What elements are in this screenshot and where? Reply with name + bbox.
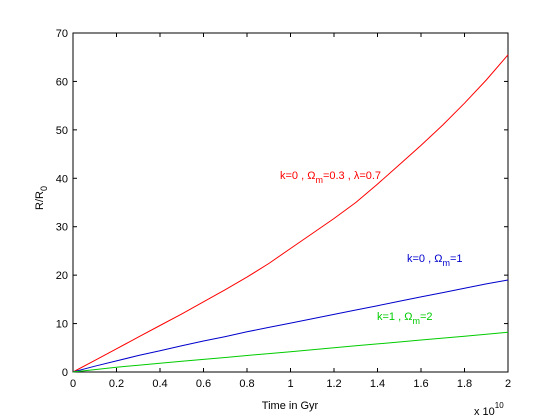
x-tick-label: 2	[505, 378, 511, 390]
y-tick-label: 70	[56, 28, 68, 40]
x-axis-multiplier-base: x 10	[474, 406, 495, 418]
x-tick-label: 1.4	[370, 378, 385, 390]
series-label-text: =0.3 , λ=0.7	[323, 170, 381, 182]
x-tick-label: 1	[287, 378, 293, 390]
series-label-flat: k=0 , Ωm=1	[407, 253, 462, 268]
series-label-text: k=0 , Ω	[280, 170, 315, 182]
series-line-lambda	[72, 54, 509, 373]
x-tick-label: 0.2	[109, 378, 124, 390]
y-axis-ticks: 0 10 20 30 40 50 60 70	[56, 28, 508, 379]
x-axis-label: Time in Gyr	[262, 400, 319, 412]
x-tick-label: 0.6	[196, 378, 211, 390]
x-tick-label: 0.4	[152, 378, 167, 390]
x-axis-multiplier-exponent: 10	[495, 401, 504, 410]
y-axis-label: R/R0	[34, 186, 49, 210]
y-tick-label: 10	[56, 319, 68, 331]
series-label-text: k=0 , Ω	[407, 253, 442, 265]
series-label-subscript: m	[442, 258, 450, 268]
x-tick-label: 1.6	[413, 378, 428, 390]
x-tick-label: 1.8	[457, 378, 472, 390]
x-tick-label: 1.2	[326, 378, 341, 390]
series-line-closed	[72, 331, 509, 373]
y-tick-label: 20	[56, 270, 68, 282]
series-label-lambda: k=0 , Ωm=0.3 , λ=0.7	[280, 170, 381, 185]
series-label-subscript: m	[315, 175, 323, 185]
series-label-subscript: m	[412, 316, 420, 326]
y-axis-label-main: R/R	[34, 191, 46, 210]
x-axis-ticks: 0 0.2 0.4 0.6 0.8 1 1.2 1.4 1.6 1.8 2	[70, 33, 511, 390]
y-tick-label: 0	[62, 367, 68, 379]
y-tick-label: 50	[56, 125, 68, 137]
y-tick-label: 30	[56, 222, 68, 234]
series-line-flat	[72, 279, 509, 373]
series-label-closed: k=1 , Ωm=2	[377, 311, 432, 326]
x-axis-multiplier: x 1010	[474, 401, 504, 418]
series-labels: k=0 , Ωm=0.3 , λ=0.7k=0 , Ωm=1k=1 , Ωm=2	[280, 170, 462, 326]
x-tick-label: 0.8	[239, 378, 254, 390]
y-axis-label-subscript: 0	[39, 186, 49, 191]
series-label-text: =2	[420, 311, 433, 323]
plot-area	[72, 32, 509, 373]
y-tick-label: 40	[56, 173, 68, 185]
series-lines	[72, 54, 509, 373]
series-label-text: k=1 , Ω	[377, 311, 412, 323]
x-tick-label: 0	[70, 378, 76, 390]
y-tick-label: 60	[56, 76, 68, 88]
series-label-text: =1	[450, 253, 463, 265]
